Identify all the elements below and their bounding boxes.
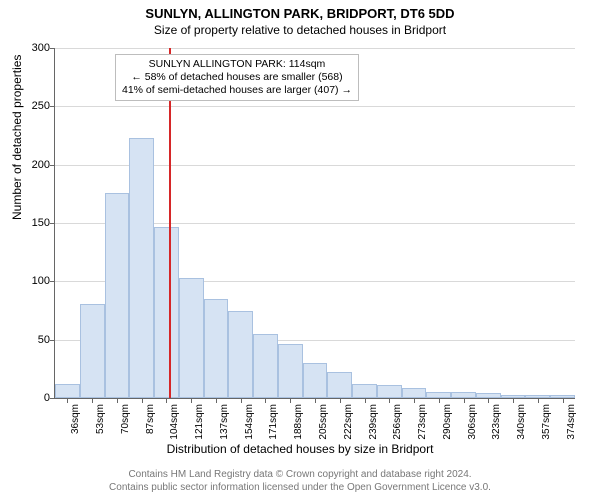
xtick-mark (563, 398, 564, 403)
xtick-label: 121sqm (194, 404, 205, 440)
xtick-mark (538, 398, 539, 403)
footer-line2: Contains public sector information licen… (109, 482, 491, 493)
ytick-label: 50 (20, 334, 50, 346)
histogram-bar (179, 278, 204, 398)
histogram-bar (228, 311, 253, 399)
xtick-mark (389, 398, 390, 403)
xtick-label: 87sqm (145, 404, 156, 434)
ytick-mark (50, 165, 55, 166)
chart-area: 36sqm53sqm70sqm87sqm104sqm121sqm137sqm15… (54, 48, 574, 398)
histogram-bar (204, 299, 229, 398)
x-axis-label: Distribution of detached houses by size … (0, 442, 600, 456)
ytick-label: 150 (20, 217, 50, 229)
xtick-label: 188sqm (293, 404, 304, 440)
ytick-label: 100 (20, 275, 50, 287)
footer: Contains HM Land Registry data © Crown c… (0, 469, 600, 494)
xtick-label: 205sqm (318, 404, 329, 440)
xtick-mark (290, 398, 291, 403)
xtick-mark (340, 398, 341, 403)
ytick-mark (50, 398, 55, 399)
histogram-bar (253, 334, 278, 398)
histogram-bar (154, 227, 179, 399)
ytick-label: 300 (20, 42, 50, 54)
histogram-bar (80, 304, 105, 399)
y-axis-label: Number of detached properties (10, 55, 24, 220)
xtick-mark (142, 398, 143, 403)
ytick-mark (50, 48, 55, 49)
ytick-label: 250 (20, 100, 50, 112)
xtick-label: 374sqm (566, 404, 577, 440)
annotation-line3: 41% of semi-detached houses are larger (… (122, 84, 352, 96)
gridline (55, 106, 575, 107)
ytick-mark (50, 281, 55, 282)
xtick-mark (365, 398, 366, 403)
histogram-bar (402, 388, 427, 399)
plot-area: 36sqm53sqm70sqm87sqm104sqm121sqm137sqm15… (54, 48, 575, 399)
xtick-label: 171sqm (268, 404, 279, 440)
annotation-line2: ← 58% of detached houses are smaller (56… (131, 71, 342, 83)
xtick-mark (464, 398, 465, 403)
chart-container: SUNLYN, ALLINGTON PARK, BRIDPORT, DT6 5D… (0, 0, 600, 500)
xtick-mark (488, 398, 489, 403)
xtick-mark (191, 398, 192, 403)
xtick-mark (67, 398, 68, 403)
xtick-label: 357sqm (541, 404, 552, 440)
xtick-label: 70sqm (120, 404, 131, 434)
histogram-bar (278, 344, 303, 398)
title-sub: Size of property relative to detached ho… (0, 21, 600, 37)
xtick-mark (166, 398, 167, 403)
xtick-label: 222sqm (343, 404, 354, 440)
xtick-mark (315, 398, 316, 403)
histogram-bar (352, 384, 377, 398)
histogram-bar (55, 384, 80, 398)
xtick-mark (216, 398, 217, 403)
gridline (55, 48, 575, 49)
footer-line1: Contains HM Land Registry data © Crown c… (128, 469, 471, 480)
xtick-label: 154sqm (244, 404, 255, 440)
xtick-mark (414, 398, 415, 403)
xtick-label: 239sqm (368, 404, 379, 440)
histogram-bar (105, 193, 130, 398)
xtick-label: 256sqm (392, 404, 403, 440)
ytick-mark (50, 223, 55, 224)
xtick-mark (117, 398, 118, 403)
xtick-mark (92, 398, 93, 403)
xtick-label: 273sqm (417, 404, 428, 440)
histogram-bar (303, 363, 328, 398)
xtick-label: 36sqm (70, 404, 81, 434)
histogram-bar (327, 372, 352, 398)
xtick-mark (439, 398, 440, 403)
xtick-label: 340sqm (516, 404, 527, 440)
histogram-bar (129, 138, 154, 398)
xtick-label: 53sqm (95, 404, 106, 434)
xtick-mark (265, 398, 266, 403)
xtick-label: 306sqm (467, 404, 478, 440)
ytick-mark (50, 340, 55, 341)
xtick-label: 323sqm (491, 404, 502, 440)
ytick-label: 200 (20, 159, 50, 171)
title-main: SUNLYN, ALLINGTON PARK, BRIDPORT, DT6 5D… (0, 0, 600, 21)
xtick-label: 137sqm (219, 404, 230, 440)
annotation-line1: SUNLYN ALLINGTON PARK: 114sqm (149, 58, 326, 70)
xtick-mark (513, 398, 514, 403)
ytick-label: 0 (20, 392, 50, 404)
histogram-bar (377, 385, 402, 398)
xtick-mark (241, 398, 242, 403)
annotation-box: SUNLYN ALLINGTON PARK: 114sqm← 58% of de… (115, 54, 359, 101)
xtick-label: 290sqm (442, 404, 453, 440)
xtick-label: 104sqm (169, 404, 180, 440)
ytick-mark (50, 106, 55, 107)
